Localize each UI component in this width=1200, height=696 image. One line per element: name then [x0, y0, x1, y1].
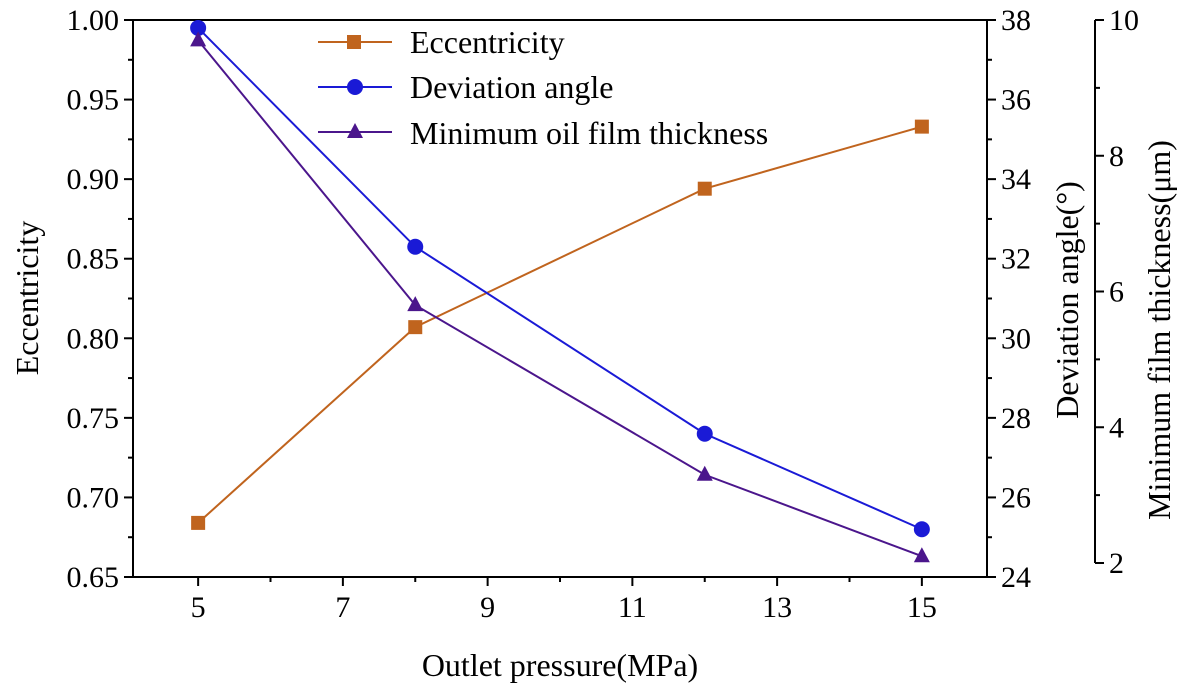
y2-tick-label: 30	[1001, 322, 1031, 355]
y3-tick-label: 8	[1109, 140, 1124, 173]
point-deviation-angle	[696, 425, 713, 442]
y3-tick-label: 10	[1109, 4, 1139, 37]
y2-tick-label: 34	[1001, 163, 1031, 196]
x-tick-label: 11	[618, 591, 647, 624]
legend-label-deviation-angle: Deviation angle	[410, 69, 613, 105]
point-deviation-angle	[407, 238, 424, 255]
point-deviation-angle	[190, 19, 207, 36]
series-line-deviation-angle	[197, 27, 923, 531]
y1-tick-label: 0.65	[67, 561, 120, 594]
y1-axis-title: Eccentricity	[9, 221, 45, 376]
point-eccentricity	[191, 515, 206, 530]
legend-label-eccentricity: Eccentricity	[410, 24, 565, 60]
y2-tick-label: 36	[1001, 84, 1031, 117]
y2-tick-label: 38	[1001, 4, 1031, 37]
legend-item-deviation-angle: Deviation angle	[318, 69, 613, 105]
series-line-eccentricity	[197, 125, 923, 524]
y3-axis-title: Minimum film thickness(μm)	[1141, 140, 1177, 520]
point-eccentricity	[408, 320, 423, 335]
y1-tick-label: 0.80	[67, 322, 120, 355]
point-eccentricity	[914, 119, 929, 134]
x-tick-label: 13	[762, 591, 792, 624]
x-axis-title: Outlet pressure(MPa)	[422, 647, 698, 683]
x-tick-label: 5	[191, 591, 206, 624]
series-line-minimum-oil-film-thickness	[197, 39, 923, 558]
legend-label-min-oil-film-thickness: Minimum oil film thickness	[410, 115, 768, 151]
point-minimum-oil-film-thickness	[913, 547, 930, 563]
legend-item-eccentricity: Eccentricity	[318, 24, 565, 60]
y3-tick-label: 4	[1109, 411, 1124, 444]
legend-marker-eccentricity	[347, 35, 361, 49]
y1-tick-label: 0.85	[67, 243, 120, 276]
y1-tick-label: 1.00	[67, 4, 120, 37]
legend-marker-min-oil-film-thickness	[347, 123, 363, 138]
point-eccentricity	[697, 181, 712, 196]
x-tick-label: 9	[480, 591, 495, 624]
x-tick-label: 7	[335, 591, 350, 624]
y2-tick-label: 26	[1001, 481, 1031, 514]
y1-tick-label: 0.95	[67, 84, 120, 117]
point-minimum-oil-film-thickness	[190, 31, 207, 47]
y2-axis-title: Deviation angle(°)	[1049, 181, 1085, 419]
legend: Eccentricity Deviation angle Minimum oil…	[318, 24, 768, 151]
y1-tick-label: 0.70	[67, 481, 120, 514]
point-minimum-oil-film-thickness	[407, 296, 424, 312]
y2-tick-label: 32	[1001, 243, 1031, 276]
x-tick-label: 15	[907, 591, 937, 624]
y1-tick-label: 0.75	[67, 402, 120, 435]
legend-item-min-oil-film-thickness: Minimum oil film thickness	[318, 115, 768, 151]
point-deviation-angle	[913, 521, 930, 538]
y1-tick-label: 0.90	[67, 163, 120, 196]
y2-tick-label: 24	[1001, 561, 1031, 594]
y2-tick-label: 28	[1001, 402, 1031, 435]
y3-tick-label: 2	[1109, 547, 1124, 580]
point-minimum-oil-film-thickness	[696, 465, 713, 481]
legend-marker-deviation-angle	[347, 79, 363, 95]
y3-tick-label: 6	[1109, 276, 1124, 309]
